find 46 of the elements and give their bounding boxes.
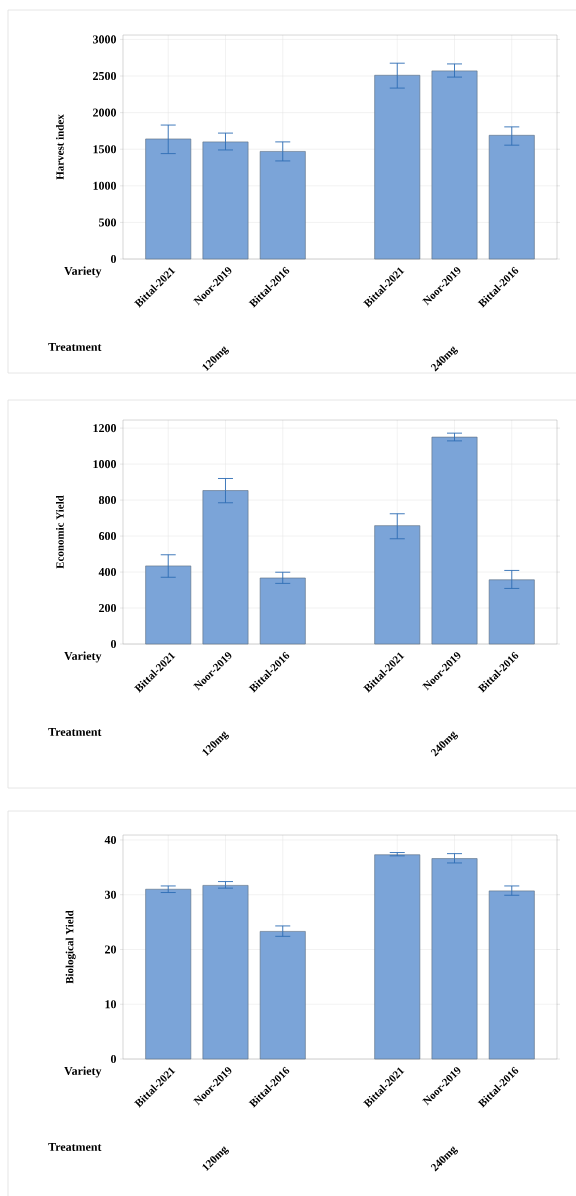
y-tick-label: 30 [104, 890, 117, 899]
y-tick-label: 2000 [93, 108, 117, 117]
text: Variety [64, 1066, 102, 1078]
y-tick-label: 600 [98, 532, 117, 541]
text: Treatment [48, 728, 102, 736]
y-tick-label: 0 [110, 639, 117, 649]
y-tick-label: 200 [99, 604, 117, 613]
bar [145, 138, 192, 260]
bar [488, 890, 535, 1060]
bar [259, 931, 306, 1060]
y-tick-label: 800 [98, 496, 117, 505]
y-tick-label: 2500 [93, 71, 117, 81]
bar [202, 141, 249, 260]
text: Treatment [48, 343, 102, 351]
bar [431, 70, 478, 260]
text: Variety [64, 651, 102, 663]
y-tick-label: 0 [110, 1054, 117, 1064]
bar [259, 577, 306, 645]
bar [374, 74, 421, 260]
y-tick-label: 1000 [93, 181, 117, 190]
y-axis-title: Harvest index [56, 114, 64, 180]
bar [488, 135, 535, 260]
y-tick-label: 10 [105, 1000, 117, 1009]
y-tick-label: 500 [99, 218, 117, 227]
y-axis-title: Biological Yield [65, 910, 76, 984]
y-axis-title: Economic Yield [56, 495, 64, 569]
bar [431, 858, 478, 1060]
bar [488, 579, 535, 645]
bar [259, 151, 306, 260]
bar [374, 854, 421, 1060]
text: Variety [64, 266, 102, 278]
y-tick-label: 20 [105, 945, 117, 954]
bar [202, 490, 249, 645]
text: Treatment [48, 1143, 102, 1151]
y-tick-label: 1000 [93, 460, 117, 469]
y-tick-label: 3000 [93, 35, 117, 44]
bar [145, 565, 192, 645]
y-tick-label: 40 [104, 835, 117, 844]
bar [145, 888, 192, 1060]
y-tick-label: 1500 [93, 145, 117, 154]
y-tick-label: 400 [98, 568, 117, 577]
bar [374, 525, 421, 645]
y-tick-label: 1200 [93, 424, 117, 433]
y-tick-label: 0 [110, 254, 117, 264]
bar [202, 885, 249, 1060]
bar [431, 436, 478, 645]
